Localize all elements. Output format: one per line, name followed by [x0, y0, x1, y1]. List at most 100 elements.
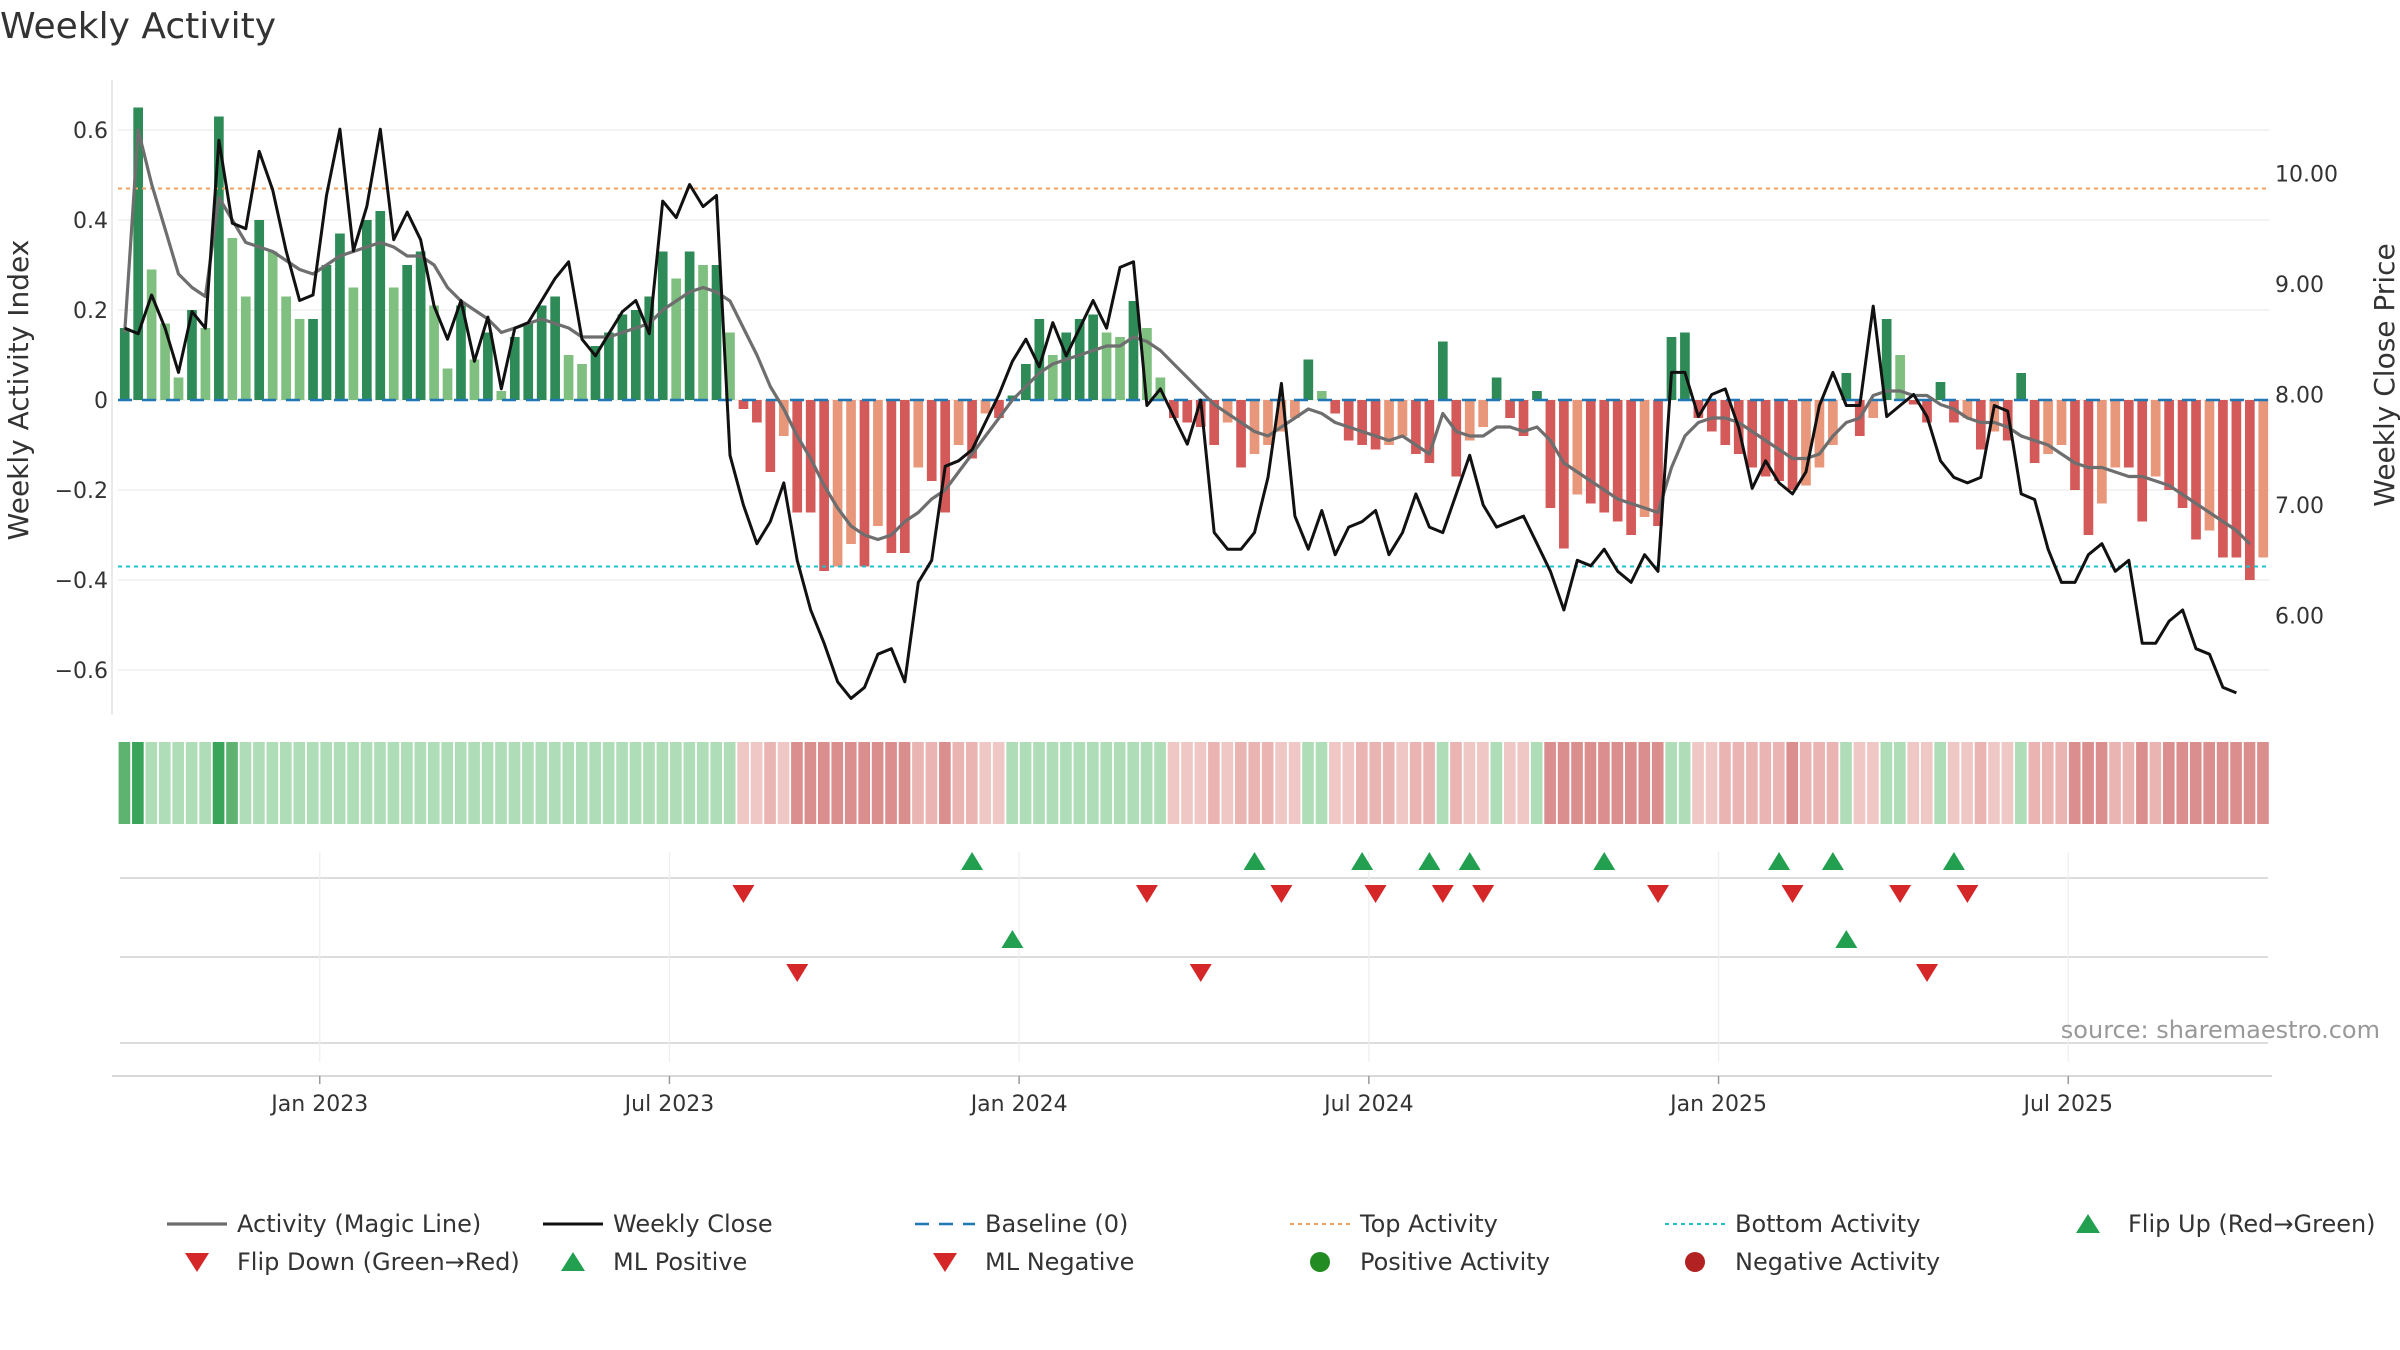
strip-cell — [306, 742, 319, 824]
right-axis-ticks: 10.00 9.00 8.00 7.00 6.00 — [2275, 162, 2338, 629]
activity-bar — [1411, 400, 1421, 454]
signal-markers — [120, 852, 2268, 1062]
activity-bar — [1935, 382, 1946, 400]
legend-label: Positive Activity — [1360, 1248, 1550, 1276]
strip-cell — [777, 742, 790, 824]
activity-bar — [725, 332, 735, 400]
flip-up-marker — [961, 852, 984, 870]
activity-bar — [1397, 400, 1408, 436]
flip-down-marker — [1956, 885, 1979, 903]
strip-cell — [562, 742, 575, 824]
strip-cell — [2041, 742, 2054, 824]
activity-bar — [254, 220, 265, 400]
activity-bar — [214, 116, 224, 400]
activity-bar — [1989, 400, 2000, 432]
strip-cell — [1867, 742, 1879, 824]
activity-bar — [133, 107, 144, 400]
strip-cell — [2136, 742, 2148, 824]
strip-cell — [602, 742, 615, 824]
strip-cell — [750, 742, 763, 824]
x-axis: Jan 2023 Jul 2023 Jan 2024 Jul 2024 Jan 2025… — [112, 1075, 2272, 1117]
strip-cell — [441, 742, 454, 824]
legend-item: Baseline (0) — [915, 1210, 1128, 1238]
strip-cell — [1759, 742, 1772, 824]
strip-cell — [764, 742, 776, 824]
strip-cell — [616, 742, 628, 824]
legend-swatch — [1310, 1252, 1330, 1272]
strip-cell — [253, 742, 265, 824]
activity-bars — [119, 107, 2269, 580]
right-tick-label: 7.00 — [2275, 494, 2324, 519]
legend: Activity (Magic Line) Weekly Close Baselin… — [167, 1210, 2376, 1276]
activity-bar — [2204, 400, 2215, 531]
x-tick-label: Jan 2025 — [1668, 1092, 1767, 1117]
strip-cell — [643, 742, 655, 824]
activity-bar — [2244, 400, 2255, 580]
strip-cell — [965, 742, 978, 824]
activity-bar — [1680, 332, 1690, 400]
activity-bar — [415, 251, 426, 400]
strip-cell — [1692, 742, 1704, 824]
activity-bar — [2150, 400, 2161, 477]
strip-cell — [844, 742, 857, 824]
strip-cell — [1396, 742, 1408, 824]
activity-bar — [1061, 332, 1072, 400]
flip-down-marker — [1647, 885, 1670, 903]
ml-positive-marker — [1835, 930, 1858, 948]
strip-cell — [1772, 742, 1785, 824]
strip-cell — [185, 742, 198, 824]
strip-cell — [2028, 742, 2041, 824]
activity-bar — [200, 328, 211, 400]
activity-bar — [604, 332, 614, 400]
strip-cell — [1087, 742, 1099, 824]
activity-bar — [523, 323, 534, 400]
activity-bar — [1774, 400, 1784, 481]
strip-cell — [145, 742, 158, 824]
flip-down-marker — [1135, 885, 1158, 903]
flip-down-marker — [1431, 885, 1454, 903]
activity-bar — [1478, 400, 1489, 427]
activity-bar — [577, 364, 587, 400]
activity-bar — [563, 355, 574, 400]
activity-bar — [1949, 400, 1959, 423]
strip-cell — [522, 742, 534, 824]
legend-swatch — [1685, 1252, 1705, 1272]
strip-cell — [656, 742, 669, 824]
strip-cell — [791, 742, 803, 824]
activity-bar — [227, 238, 238, 400]
flip-down-marker — [1270, 885, 1293, 903]
strip-cell — [1665, 742, 1677, 824]
activity-bar — [1828, 400, 1838, 445]
activity-bar — [1599, 400, 1610, 513]
strip-cell — [1920, 742, 1933, 824]
strip-cell — [952, 742, 965, 824]
strip-cell — [1638, 742, 1651, 824]
activity-bar — [671, 278, 682, 400]
strip-cell — [1006, 742, 1018, 824]
activity-bar — [1142, 328, 1152, 400]
flip-down-marker — [732, 885, 755, 903]
legend-swatch — [185, 1253, 209, 1272]
activity-bar — [2070, 400, 2080, 490]
strip-cell — [885, 742, 897, 824]
activity-bar — [294, 319, 305, 400]
left-tick-label: −0.4 — [55, 569, 108, 594]
strip-cell — [226, 742, 238, 824]
legend-swatch — [933, 1253, 957, 1272]
activity-bar — [1074, 319, 1085, 400]
activity-bar — [335, 233, 345, 400]
series-lines — [123, 127, 2251, 700]
activity-bar — [2137, 400, 2148, 522]
strip-cell — [1611, 742, 1624, 824]
left-tick-label: −0.6 — [55, 659, 108, 684]
strip-cell — [1140, 742, 1153, 824]
strip-cell — [1194, 742, 1207, 824]
strip-cell — [280, 742, 292, 824]
strip-cell — [912, 742, 924, 824]
activity-bar — [1115, 337, 1125, 400]
strip-cell — [1705, 742, 1718, 824]
activity-bar — [550, 296, 560, 400]
activity-bar — [657, 251, 668, 400]
activity-bar — [953, 400, 964, 445]
